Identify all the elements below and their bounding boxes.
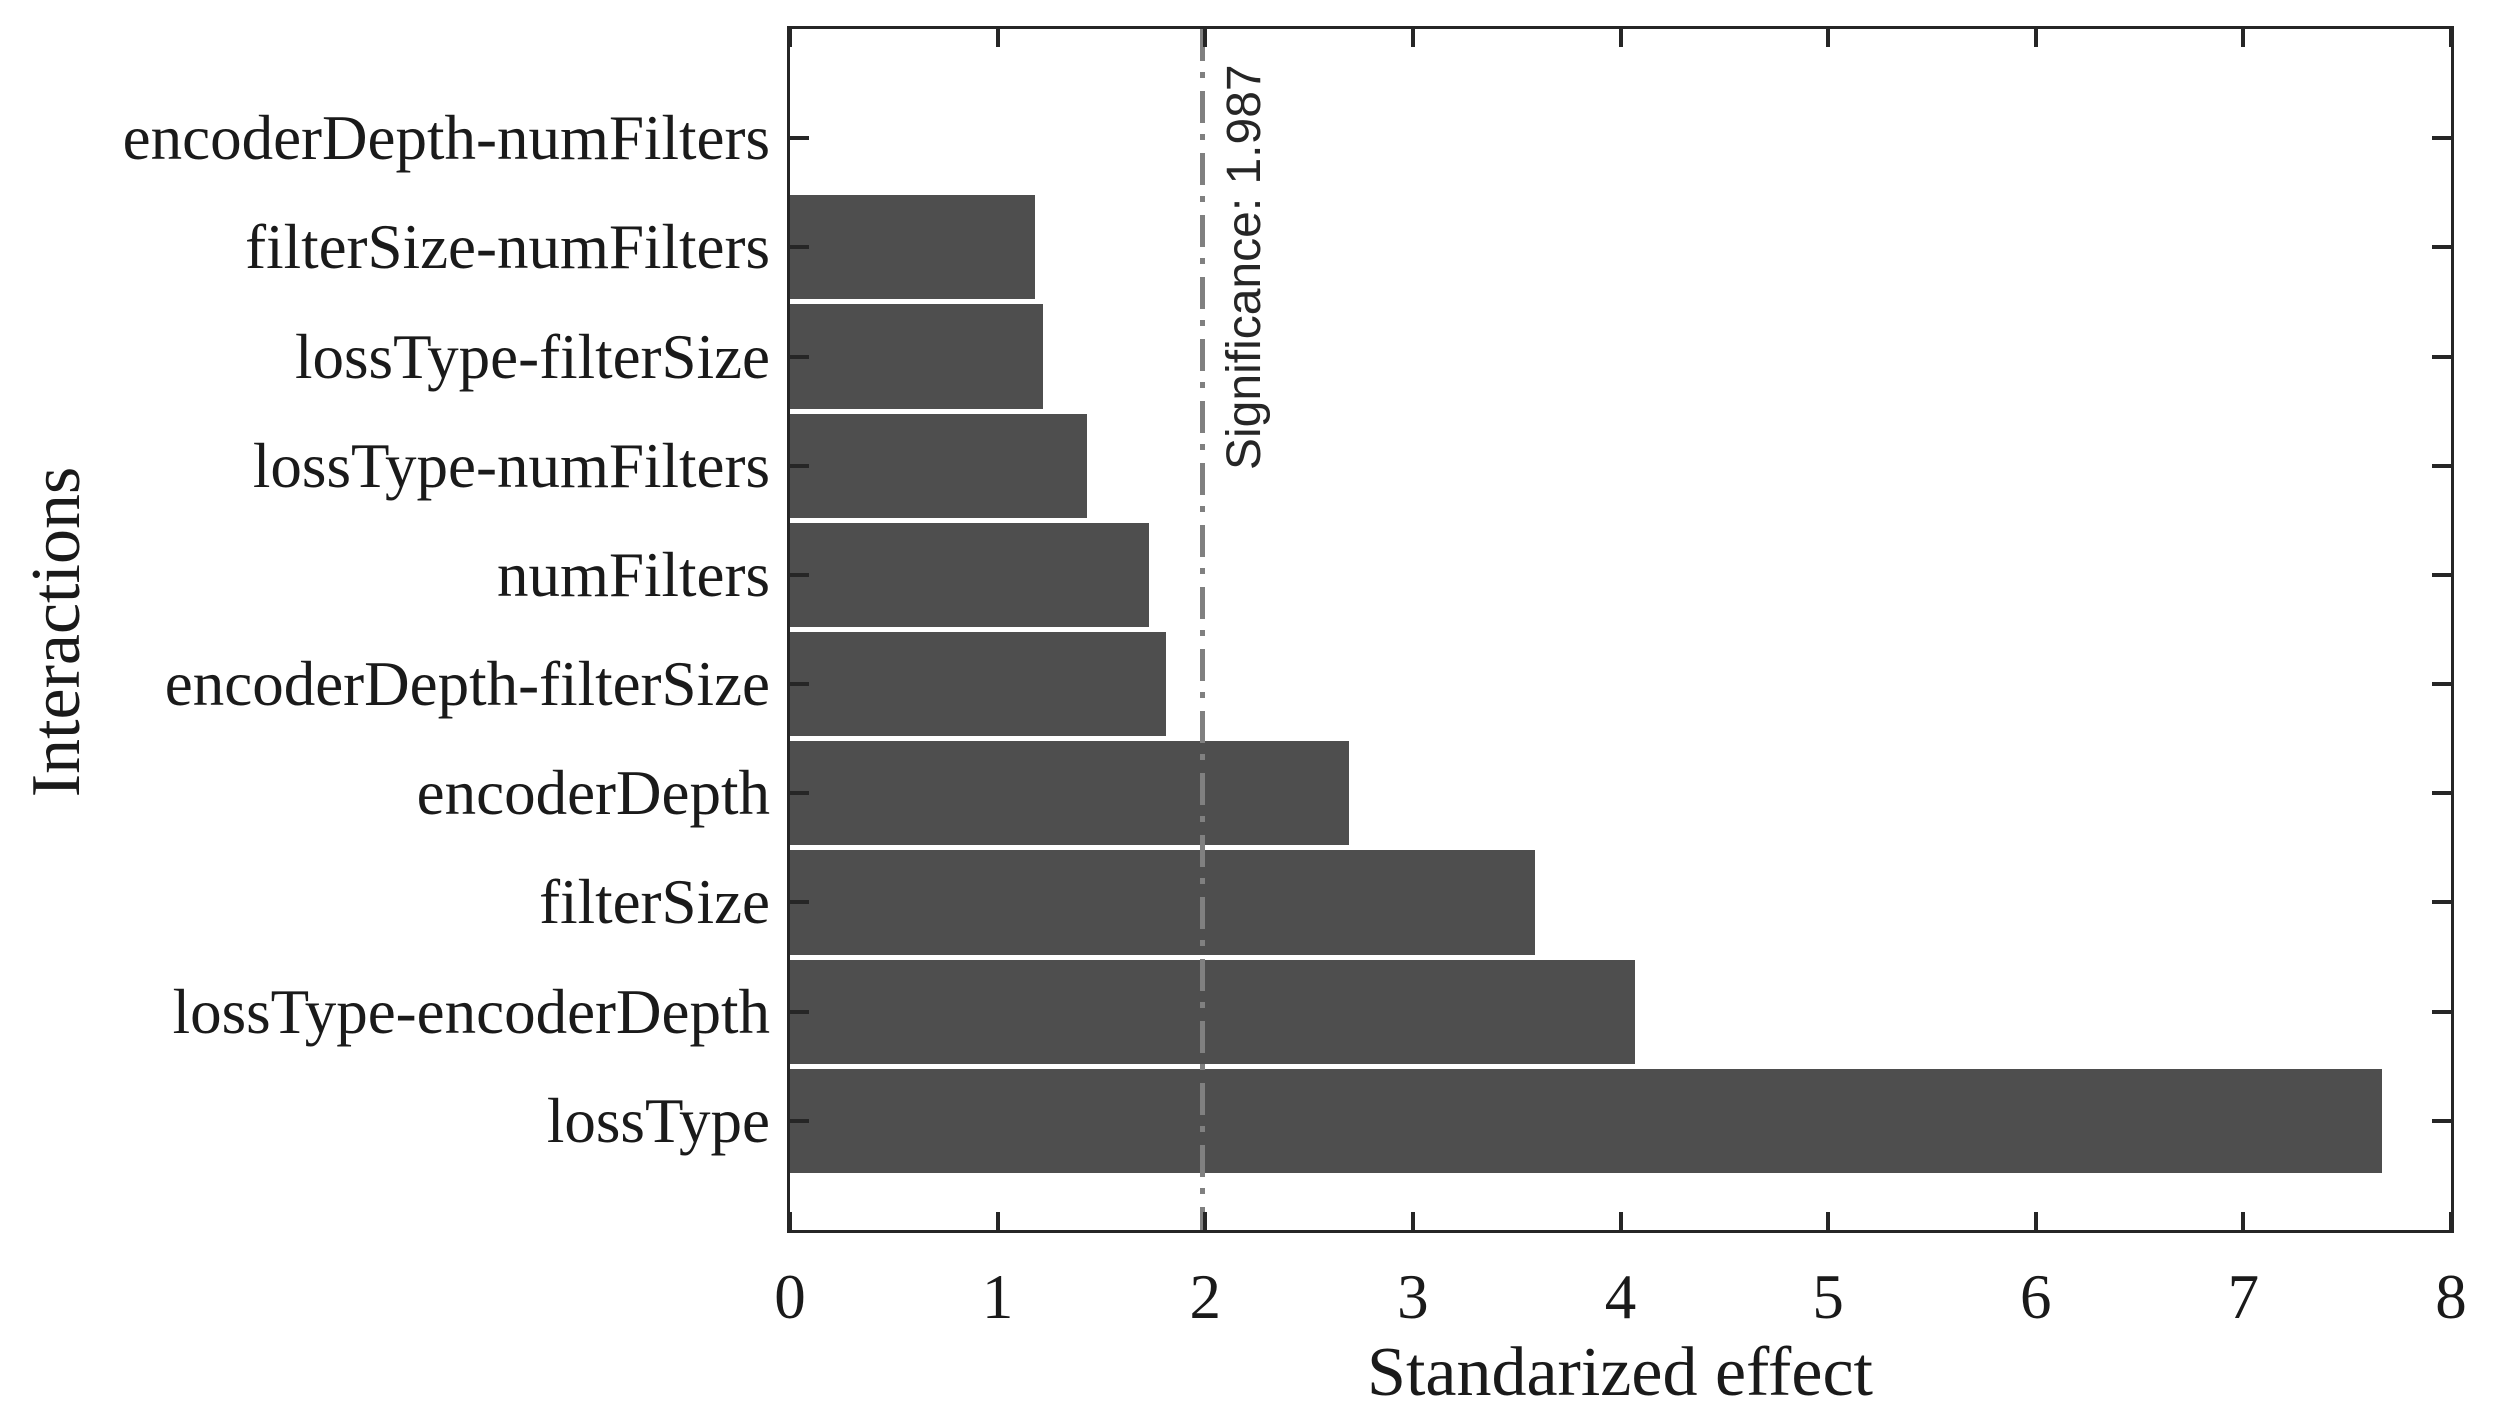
y-tick-mark [2432,354,2451,359]
x-tick-label: 6 [2020,1262,2052,1332]
x-tick-mark [1203,1212,1208,1230]
category-tick-label: lossType [546,1085,770,1156]
category-tick-label: numFilters [496,539,770,610]
bar [790,304,1044,409]
bar [790,522,1150,627]
x-tick-label: 1 [981,1262,1014,1332]
y-tick-mark [790,245,809,250]
y-tick-mark [2432,682,2451,687]
bar [790,413,1087,518]
y-tick-mark [790,791,809,796]
x-tick-mark [1826,1212,1831,1230]
y-tick-mark [2432,900,2451,905]
significance-line-label: Significance: 1.987 [1217,64,1271,470]
x-tick-mark [2033,29,2038,47]
x-tick-label: 4 [1604,1262,1637,1332]
y-tick-mark [2432,245,2451,250]
x-tick-label: 3 [1397,1262,1429,1332]
bar [790,195,1035,300]
y-tick-mark [790,136,809,141]
category-tick-label: encoderDepth-filterSize [164,649,770,720]
category-tick-label: filterSize [539,867,770,938]
y-axis-title: Interactions [18,466,95,798]
x-tick-mark [1410,1212,1415,1230]
x-tick-mark [995,29,1000,47]
category-tick-label: filterSize-numFilters [245,212,770,283]
x-tick-mark [2241,29,2246,47]
x-tick-mark [1826,29,1831,47]
category-tick-label: lossType-encoderDepth [172,976,770,1047]
bar [790,1068,2383,1173]
y-tick-mark [790,1009,809,1014]
x-tick-mark [788,29,792,47]
category-tick-label: encoderDepth-numFilters [122,103,770,174]
x-tick-label: 5 [1812,1262,1844,1332]
y-tick-mark [790,572,809,577]
x-tick-mark [2449,1212,2453,1230]
bar [790,959,1636,1064]
category-tick-label: lossType-filterSize [295,321,770,392]
x-tick-label: 8 [2435,1262,2467,1332]
y-tick-mark [790,1118,809,1123]
y-tick-mark [2432,136,2451,141]
x-tick-mark [2449,29,2453,47]
x-tick-label: 0 [774,1262,806,1332]
plot-area: Significance: 1.987 [787,26,2454,1233]
category-tick-label: encoderDepth [416,758,770,829]
x-tick-mark [1618,29,1623,47]
bar [790,741,1349,846]
y-tick-mark [790,463,809,468]
significance-line [1200,29,1206,1230]
x-tick-label: 2 [1189,1262,1222,1332]
y-tick-mark [2432,463,2451,468]
bar [790,850,1536,955]
y-tick-mark [790,354,809,359]
y-tick-mark [2432,791,2451,796]
x-tick-mark [2033,1212,2038,1230]
x-tick-mark [1203,29,1208,47]
category-tick-label: lossType-numFilters [252,430,770,501]
y-tick-mark [2432,572,2451,577]
x-tick-mark [788,1212,792,1230]
bar [790,632,1166,737]
x-tick-mark [2241,1212,2246,1230]
x-tick-mark [1618,1212,1623,1230]
y-tick-mark [790,682,809,687]
x-tick-mark [995,1212,1000,1230]
x-tick-label: 7 [2227,1262,2260,1332]
y-tick-mark [790,900,809,905]
x-tick-mark [1410,29,1415,47]
y-tick-mark [2432,1118,2451,1123]
y-tick-mark [2432,1009,2451,1014]
x-axis-title: Standarized effect [1367,1334,1873,1411]
